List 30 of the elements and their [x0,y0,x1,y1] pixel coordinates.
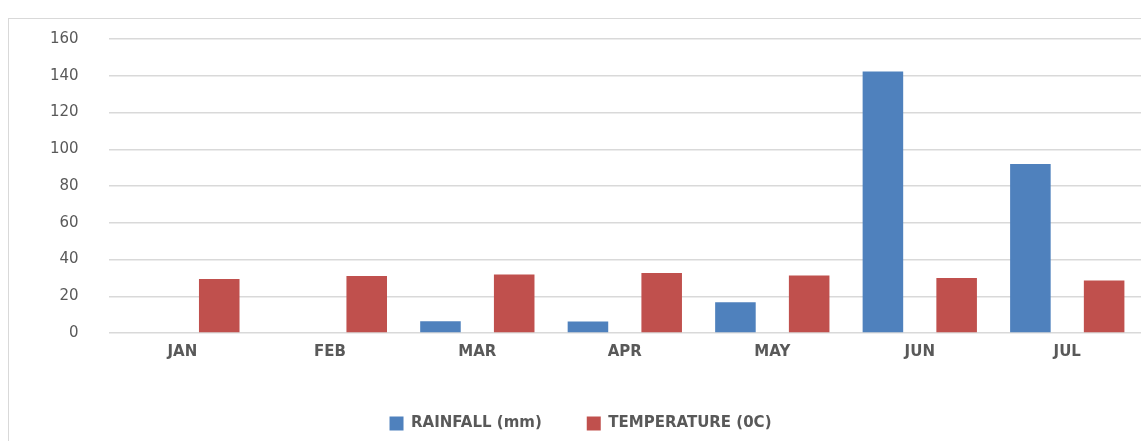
x-tick-label: JUL [1052,341,1082,360]
bar [198,278,240,333]
bar [346,276,387,333]
bar [1083,280,1125,333]
y-tick-label: 140 [49,65,79,84]
bar [715,302,756,333]
x-tick-label: JUN [903,341,935,360]
legend-label: RAINFALL (mm) [411,413,542,432]
x-tick-label: MAY [754,341,792,360]
y-tick-label: 60 [59,212,79,231]
y-tick-label: 40 [59,249,79,268]
y-tick-label: 160 [49,28,79,47]
bar [862,71,904,333]
y-tick-label: 120 [49,102,79,121]
y-tick-label: 0 [69,322,79,341]
bar [567,321,609,333]
x-tick-label: MAR [458,341,497,360]
y-tick-label: 20 [59,286,79,305]
x-tick-label: FEB [313,341,346,360]
x-tick-label: JAN [166,341,198,360]
bar [1010,163,1051,333]
x-tick-label: APR [607,341,643,360]
bar [493,274,535,333]
bar [936,278,977,333]
y-tick-label: 80 [59,175,79,194]
bar [420,321,461,333]
legend-label: TEMPERATURE (0C) [608,413,772,432]
bar [641,272,682,333]
bar [788,275,830,333]
y-tick-label: 100 [49,139,79,158]
